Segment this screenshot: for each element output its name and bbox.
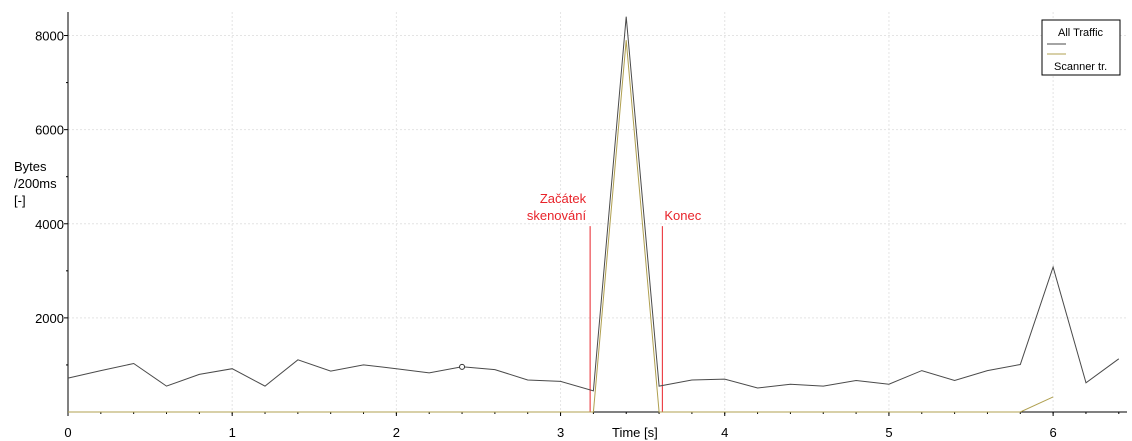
annotation-label: Začátek — [540, 191, 587, 206]
x-tick-label: 2 — [393, 425, 400, 440]
x-tick-label: 3 — [557, 425, 564, 440]
series-lines — [67, 16, 1120, 413]
y-tick-label: 8000 — [35, 29, 64, 44]
y-tick-label: 2000 — [35, 311, 64, 326]
x-tick-label: 0 — [64, 425, 71, 440]
x-tick-label: 4 — [721, 425, 728, 440]
legend-box — [1041, 19, 1121, 76]
grid-lines — [68, 12, 1127, 412]
data-point-marker — [459, 363, 466, 370]
y-axis-title: Bytes /200ms [-] — [14, 159, 57, 208]
legend: All Traffic Scanner tr. — [1041, 19, 1121, 76]
legend-label-scanner: Scanner tr. — [1054, 61, 1107, 73]
series-line-scanner — [68, 40, 1054, 413]
x-tick-label: 1 — [229, 425, 236, 440]
y-tick-label: 4000 — [35, 217, 64, 232]
annotations: Začátek skenování Konec — [527, 191, 702, 412]
x-tick-label: 5 — [885, 425, 892, 440]
series-line-all-traffic — [67, 16, 1120, 392]
annotation-label: Konec — [664, 208, 701, 223]
x-tick-label: 6 — [1049, 425, 1056, 440]
y-axis-title-line-3: [-] — [14, 193, 26, 208]
tick-labels: 0 1 2 3 4 5 6 2000 4000 6000 8000 — [35, 29, 1120, 440]
legend-label-all-traffic: All Traffic — [1058, 27, 1104, 39]
x-axis-title: Time [s] — [612, 425, 658, 440]
data-marker — [459, 363, 466, 370]
y-axis-title-line-2: /200ms — [14, 176, 57, 191]
annotation-label: skenování — [527, 208, 587, 223]
axes — [67, 12, 1127, 413]
y-tick-label: 6000 — [35, 123, 64, 138]
y-axis-title-line-1: Bytes — [14, 159, 47, 174]
